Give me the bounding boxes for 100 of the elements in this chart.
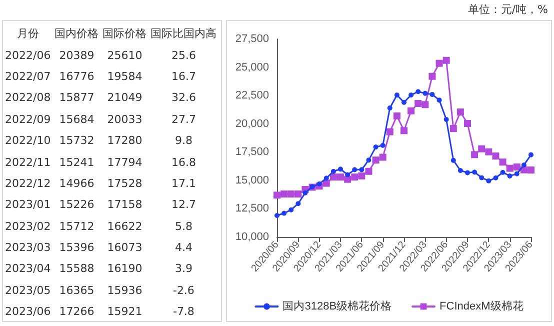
point <box>345 172 350 178</box>
data-label: 17528 <box>106 176 144 192</box>
y-tick-label: 22,500 <box>235 90 269 102</box>
category-label: 2023/02 <box>4 218 52 235</box>
y-tick-label: 25,000 <box>235 61 269 74</box>
category-label: 2022/07 <box>4 68 52 85</box>
point <box>274 192 280 199</box>
data-label: -7.8 <box>172 304 196 320</box>
point <box>479 175 484 180</box>
data-label: 4.4 <box>174 240 194 256</box>
y-tick-label: 27,500 <box>235 33 269 45</box>
point <box>302 190 308 196</box>
point <box>499 158 506 166</box>
category-label: 2022/11 <box>4 154 52 171</box>
point <box>486 178 492 184</box>
point <box>365 168 372 175</box>
point <box>316 181 322 186</box>
data-label: 27.7 <box>170 112 197 128</box>
text: 月份 <box>16 26 40 42</box>
point <box>436 98 442 103</box>
y-tick-label: 10,000 <box>235 231 269 243</box>
point <box>464 120 471 127</box>
data-label: 16.7 <box>170 68 197 85</box>
data-label: 16073 <box>106 240 144 256</box>
point <box>492 152 500 160</box>
text: 国际比国内高 <box>150 26 218 42</box>
data-label: 20389 <box>58 48 96 64</box>
data-label: 16622 <box>106 218 144 235</box>
point <box>456 108 464 116</box>
point <box>458 168 463 174</box>
data-label: -2.6 <box>172 282 196 299</box>
point <box>282 210 287 216</box>
y-tick-label: 12,500 <box>235 202 269 215</box>
point <box>280 190 288 198</box>
category-label: 2022/12 <box>4 176 52 192</box>
point <box>402 100 406 105</box>
category-label: 2022/06 <box>4 48 52 64</box>
point <box>416 89 421 94</box>
category-label: 2023/05 <box>4 282 52 299</box>
point <box>521 162 526 168</box>
point <box>338 166 343 172</box>
point <box>428 72 436 80</box>
point <box>337 174 344 181</box>
chart-subtitle: 单位：元/吨，% <box>468 2 548 17</box>
data-label: 16.8 <box>170 154 197 171</box>
y-tick-label: 17,500 <box>235 146 269 158</box>
text: 国内价格 <box>54 26 100 42</box>
point <box>288 207 294 212</box>
point <box>414 100 422 107</box>
point <box>408 92 414 98</box>
data-label: 20033 <box>106 112 144 128</box>
data-label: 25610 <box>106 48 144 64</box>
point <box>500 170 506 175</box>
point <box>379 154 386 161</box>
point <box>386 128 394 136</box>
data-label: 15396 <box>58 240 96 256</box>
point <box>450 158 456 163</box>
data-label: 17158 <box>106 197 144 214</box>
point <box>393 112 400 120</box>
point <box>351 174 358 181</box>
point <box>352 167 358 172</box>
point <box>366 158 372 163</box>
point <box>485 148 492 156</box>
point <box>296 201 301 206</box>
point <box>472 170 478 175</box>
point <box>408 107 415 114</box>
point <box>322 180 330 187</box>
point <box>493 175 498 180</box>
data-label: 15877 <box>58 90 96 106</box>
point <box>344 176 352 183</box>
text: 国际价格 <box>102 26 148 42</box>
data-label: 15921 <box>106 304 144 320</box>
data-label: 12.7 <box>170 197 197 214</box>
point <box>514 171 520 176</box>
point <box>288 190 295 198</box>
data-label: 16190 <box>106 261 144 278</box>
point <box>324 176 329 181</box>
data-label: 15684 <box>58 112 96 128</box>
category-label: 2022/09 <box>4 112 52 128</box>
data-label: 15588 <box>58 261 96 278</box>
point <box>436 60 443 67</box>
point <box>444 116 449 122</box>
point <box>380 142 386 148</box>
point <box>373 144 378 150</box>
data-label: 32.6 <box>170 90 197 106</box>
data-label: 15241 <box>58 154 96 171</box>
category-label: 2022/10 <box>4 133 52 150</box>
point <box>506 164 514 172</box>
data-label: 5.8 <box>174 218 194 235</box>
point <box>528 152 534 158</box>
data-label: 16365 <box>58 282 96 299</box>
data-label: 9.8 <box>174 133 194 150</box>
point <box>528 166 534 174</box>
category-label: 2023/06 <box>4 304 52 320</box>
point <box>274 213 280 218</box>
point <box>359 167 364 172</box>
category-label: 2022/08 <box>4 90 52 106</box>
point <box>471 151 478 158</box>
point <box>422 101 429 108</box>
data-label: 15226 <box>58 197 96 214</box>
